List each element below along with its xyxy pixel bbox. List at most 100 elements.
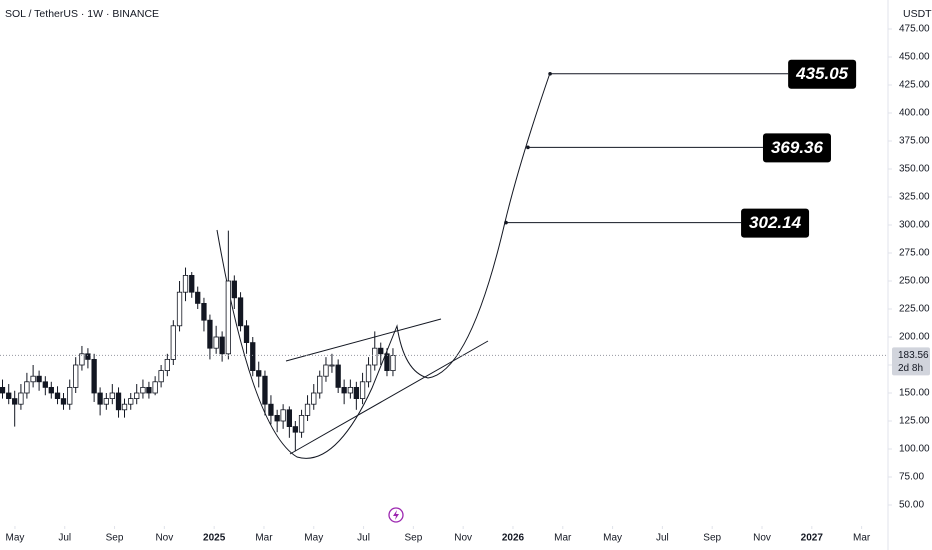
candle-body bbox=[286, 409, 293, 427]
candle-body bbox=[384, 353, 390, 371]
candle-body bbox=[30, 375, 36, 383]
y-tick-label: 150.00 bbox=[899, 388, 930, 399]
candle-body bbox=[146, 386, 152, 394]
last-price-tag bbox=[892, 347, 930, 376]
drawings bbox=[216, 72, 551, 459]
y-tick-label: 275.00 bbox=[899, 248, 930, 259]
target-point bbox=[548, 71, 552, 76]
candle-body bbox=[268, 403, 274, 416]
y-tick-label: 50.00 bbox=[899, 500, 924, 511]
y-tick-label: 300.00 bbox=[899, 220, 930, 231]
candle-body bbox=[36, 375, 42, 383]
x-tick-label: Sep bbox=[703, 533, 721, 544]
candle-body bbox=[182, 274, 189, 293]
y-tick-label: 350.00 bbox=[899, 164, 930, 175]
candle-body bbox=[189, 274, 195, 293]
candle-body bbox=[73, 364, 79, 388]
target-box bbox=[762, 133, 831, 163]
candle-body bbox=[256, 370, 262, 377]
candle-body bbox=[231, 280, 237, 299]
candle-body bbox=[164, 358, 170, 371]
candle-body bbox=[121, 403, 128, 411]
lightning-icon bbox=[388, 507, 404, 523]
candle-body bbox=[237, 297, 244, 327]
candle-body bbox=[298, 414, 305, 433]
target-label: 435.05 bbox=[795, 64, 849, 83]
trend-line bbox=[285, 318, 442, 362]
candle-body bbox=[365, 364, 372, 383]
y-tick-label: 125.00 bbox=[899, 416, 930, 427]
candle-body bbox=[304, 403, 311, 416]
candle-body bbox=[219, 336, 225, 355]
y-tick-label: 475.00 bbox=[899, 24, 930, 35]
y-tick-label: 325.00 bbox=[899, 192, 930, 203]
trend-line bbox=[289, 340, 489, 455]
target-box bbox=[741, 208, 810, 238]
x-tick-label: Jul bbox=[58, 533, 71, 544]
candle-body bbox=[79, 353, 85, 366]
candle-body bbox=[152, 381, 158, 394]
target-box bbox=[788, 59, 857, 89]
x-tick-label: Jul bbox=[656, 533, 669, 544]
target-point bbox=[526, 145, 530, 150]
x-tick-label: Sep bbox=[106, 533, 124, 544]
projection-curve bbox=[216, 72, 551, 459]
last-price-label: 183.56 bbox=[898, 350, 929, 361]
x-tick-label: 2025 bbox=[203, 533, 226, 544]
candle-body bbox=[134, 392, 140, 399]
candle-body bbox=[329, 364, 335, 367]
candle-body bbox=[225, 280, 231, 355]
y-tick-label: 100.00 bbox=[899, 444, 930, 455]
candle-body bbox=[170, 325, 176, 360]
candle-body bbox=[48, 386, 54, 394]
candle-body bbox=[311, 392, 317, 405]
y-tick-label: 400.00 bbox=[899, 108, 930, 119]
candle-body bbox=[176, 291, 183, 327]
candle-body bbox=[201, 302, 207, 321]
target-point bbox=[504, 220, 508, 225]
candle-body bbox=[323, 364, 329, 377]
candle-body bbox=[140, 386, 146, 394]
candle-body bbox=[292, 426, 298, 433]
candle-body bbox=[207, 319, 213, 349]
x-tick-label: Mar bbox=[853, 533, 871, 544]
candle-body bbox=[12, 398, 18, 405]
candle-body bbox=[85, 353, 91, 360]
candle-body bbox=[6, 392, 12, 399]
y-tick-label: 250.00 bbox=[899, 276, 930, 287]
candle-body bbox=[280, 409, 286, 422]
candle-body bbox=[0, 386, 6, 394]
candle-body bbox=[18, 392, 24, 405]
x-tick-label: May bbox=[603, 533, 622, 544]
currency-label: USDT bbox=[903, 8, 932, 20]
x-tick-label: Jul bbox=[357, 533, 370, 544]
x-tick-label: May bbox=[304, 533, 323, 544]
y-tick-label: 375.00 bbox=[899, 136, 930, 147]
candle-body bbox=[109, 392, 115, 399]
y-tick-label: 450.00 bbox=[899, 52, 930, 63]
x-tick-label: Mar bbox=[554, 533, 572, 544]
candle-body bbox=[243, 325, 250, 343]
y-tick-label: 425.00 bbox=[899, 80, 930, 91]
candle-body bbox=[60, 398, 67, 405]
candle-body bbox=[390, 355, 396, 371]
x-tick-label: 2026 bbox=[502, 533, 525, 544]
candle-body bbox=[97, 392, 103, 405]
y-tick-label: 200.00 bbox=[899, 332, 930, 343]
target-label: 369.36 bbox=[771, 138, 824, 157]
x-tick-label: 2027 bbox=[801, 533, 824, 544]
x-tick-label: Nov bbox=[753, 533, 771, 544]
candle-body bbox=[128, 398, 134, 405]
candle-body bbox=[103, 398, 109, 405]
x-tick-label: Sep bbox=[404, 533, 422, 544]
candle-body bbox=[24, 381, 30, 394]
candle-body bbox=[317, 375, 323, 394]
candle-body bbox=[158, 370, 164, 383]
target-label: 302.14 bbox=[749, 213, 802, 232]
candle-body bbox=[274, 414, 280, 422]
candle-body bbox=[91, 358, 97, 394]
candle-body bbox=[378, 347, 384, 355]
countdown-label: 2d 8h bbox=[898, 363, 923, 374]
candle-body bbox=[372, 347, 378, 366]
y-tick-label: 225.00 bbox=[899, 304, 930, 315]
